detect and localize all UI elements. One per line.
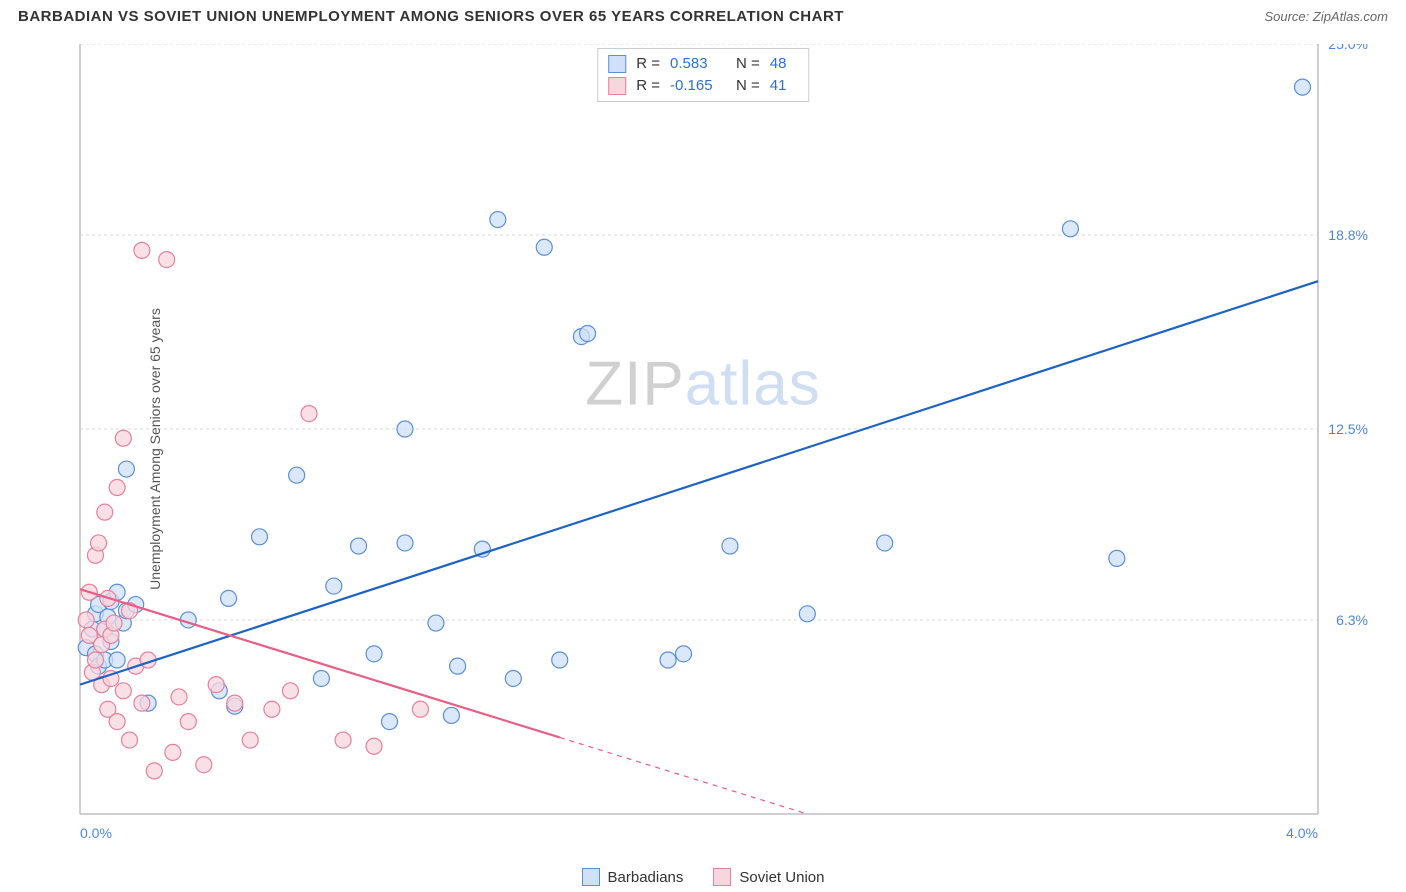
r-label: R =: [636, 75, 660, 97]
series-legend: Barbadians Soviet Union: [0, 868, 1406, 886]
swatch-icon: [608, 77, 626, 95]
svg-text:0.0%: 0.0%: [80, 825, 112, 841]
swatch-icon: [713, 868, 731, 886]
scatter-plot: 6.3% 12.5% 18.8% 25.0% 0.0% 4.0%: [18, 44, 1388, 854]
correlation-legend: R = 0.583 N = 48 R = -0.165 N = 41: [597, 48, 809, 102]
r-value: -0.165: [670, 75, 726, 97]
legend-label: Barbadians: [608, 869, 684, 886]
swatch-icon: [582, 868, 600, 886]
correlation-row: R = 0.583 N = 48: [608, 53, 798, 75]
r-label: R =: [636, 53, 660, 75]
svg-text:6.3%: 6.3%: [1336, 612, 1368, 628]
n-value: 41: [770, 75, 798, 97]
y-axis-label: Unemployment Among Seniors over 65 years: [147, 308, 163, 590]
chart-header: BARBADIAN VS SOVIET UNION UNEMPLOYMENT A…: [0, 0, 1406, 29]
source-prefix: Source:: [1264, 9, 1312, 24]
svg-text:25.0%: 25.0%: [1328, 44, 1368, 52]
svg-text:12.5%: 12.5%: [1328, 421, 1368, 437]
source-name: ZipAtlas.com: [1313, 9, 1388, 24]
legend-item: Barbadians: [582, 868, 684, 886]
chart-source: Source: ZipAtlas.com: [1264, 9, 1388, 24]
chart-title: BARBADIAN VS SOVIET UNION UNEMPLOYMENT A…: [18, 8, 844, 25]
n-label: N =: [736, 53, 760, 75]
svg-text:4.0%: 4.0%: [1286, 825, 1318, 841]
chart-area: Unemployment Among Seniors over 65 years…: [18, 44, 1388, 854]
n-label: N =: [736, 75, 760, 97]
legend-label: Soviet Union: [739, 869, 824, 886]
swatch-icon: [608, 55, 626, 73]
legend-item: Soviet Union: [713, 868, 824, 886]
n-value: 48: [770, 53, 798, 75]
r-value: 0.583: [670, 53, 726, 75]
svg-text:18.8%: 18.8%: [1328, 227, 1368, 243]
correlation-row: R = -0.165 N = 41: [608, 75, 798, 97]
